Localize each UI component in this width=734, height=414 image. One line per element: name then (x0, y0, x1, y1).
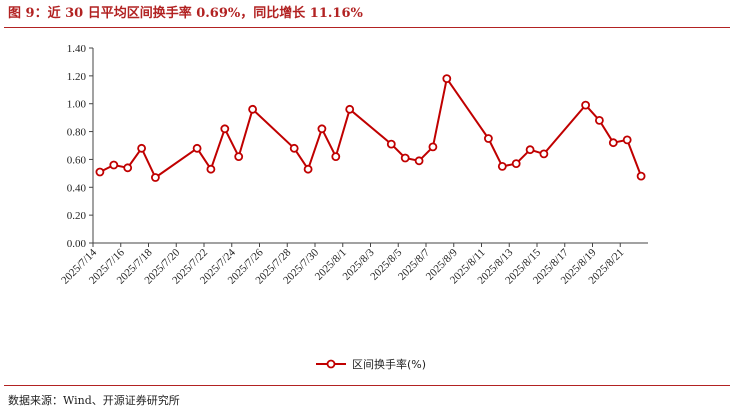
y-tick-label: 0.40 (67, 182, 87, 194)
data-point (303, 164, 313, 174)
y-tick-label: 0.60 (67, 154, 87, 166)
legend-label: 区间换手率(%) (352, 357, 426, 371)
data-point (331, 152, 341, 161)
data-point (248, 104, 258, 114)
y-tick-label: 1.40 (67, 43, 87, 55)
data-point (581, 100, 590, 110)
data-point (595, 116, 604, 125)
data-point (414, 156, 424, 166)
chart-axes (92, 48, 648, 244)
series-layer (95, 74, 646, 182)
data-point (317, 124, 327, 134)
data-point (137, 143, 147, 153)
figure-title: 图 9：近 30 日平均区间换手率 0.69%，同比增长 11.16% (8, 6, 363, 21)
data-point (95, 167, 105, 177)
data-point (345, 104, 355, 114)
data-point (234, 152, 244, 161)
data-point (109, 160, 119, 170)
data-point (400, 153, 410, 163)
top-rule (4, 27, 730, 28)
y-axis-ticks: 0.00 0.20 0.40 0.60 0.80 1.00 1.20 1.40 (67, 43, 93, 250)
data-point (442, 74, 452, 83)
data-point (622, 135, 632, 145)
y-tick-label: 0.80 (67, 127, 87, 139)
data-point (428, 142, 438, 152)
data-point (220, 124, 230, 134)
data-point (192, 143, 202, 153)
line-chart: 0.00 0.20 0.40 0.60 0.80 1.00 1.20 1.40 2025/7/… (59, 43, 648, 371)
data-point (386, 139, 396, 149)
y-tick-label: 1.00 (67, 99, 87, 111)
legend-marker (326, 359, 336, 369)
data-point (608, 138, 618, 148)
data-point (289, 143, 299, 153)
data-point (525, 145, 535, 155)
data-point (636, 171, 646, 181)
data-point (483, 134, 493, 143)
bottom-rule (4, 385, 730, 386)
data-point (206, 164, 216, 174)
data-point (497, 161, 507, 171)
data-point (511, 159, 521, 169)
series-line (99, 77, 643, 179)
data-point (150, 173, 160, 182)
y-tick-label: 0.00 (67, 238, 87, 250)
y-tick-label: 1.20 (67, 71, 87, 83)
legend: 区间换手率(%) (316, 357, 426, 371)
data-point (539, 149, 549, 159)
y-tick-label: 0.20 (67, 210, 87, 222)
data-point (123, 163, 133, 173)
x-axis-ticks: 2025/7/142025/7/162025/7/182025/7/202025… (59, 243, 626, 287)
source-note: 数据来源：Wind、开源证券研究所 (8, 394, 180, 407)
